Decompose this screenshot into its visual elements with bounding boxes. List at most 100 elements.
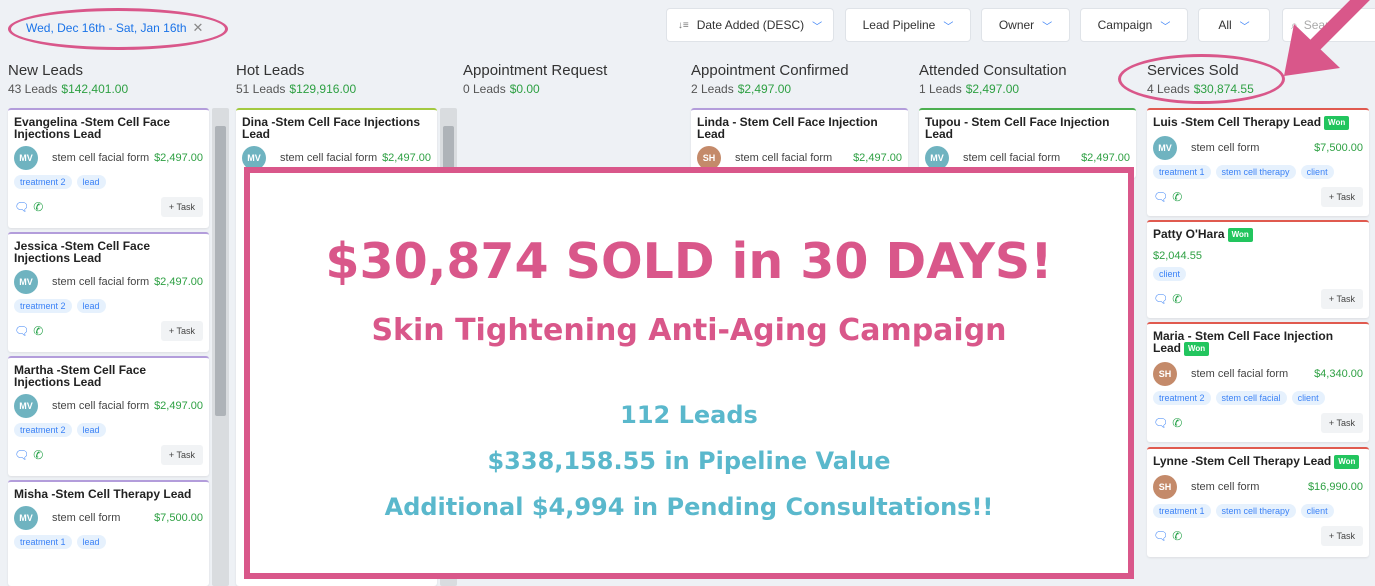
- tag[interactable]: treatment 1: [14, 535, 72, 549]
- phone-icon[interactable]: ✆: [33, 324, 44, 338]
- lead-value: $2,497.00: [853, 152, 902, 164]
- add-task-button[interactable]: + Task: [1320, 187, 1363, 207]
- column-header-hot-leads: Hot Leads 51 Leads $129,916.00: [236, 62, 356, 96]
- tag[interactable]: client: [1153, 267, 1187, 281]
- chevron-down-icon: ﹀: [1160, 21, 1171, 33]
- lead-value: $2,497.00: [1081, 152, 1130, 164]
- avatar: MV: [1153, 136, 1177, 160]
- lead-card[interactable]: Maria - Stem Cell Face Injection Lead Won…: [1147, 322, 1369, 442]
- filter-bar: Wed, Dec 16th - Sat, Jan 16th ✕ ↓≡ Date …: [0, 0, 1375, 76]
- lead-card[interactable]: Linda - Stem Cell Face Injection Lead SH…: [691, 108, 908, 178]
- lead-card[interactable]: Misha -Stem Cell Therapy Lead MV stem ce…: [8, 480, 209, 586]
- lead-card[interactable]: Luis -Stem Cell Therapy Lead Won MV stem …: [1147, 108, 1369, 216]
- tag[interactable]: stem cell facial: [1215, 391, 1287, 405]
- tag[interactable]: client: [1300, 165, 1334, 179]
- phone-icon[interactable]: ✆: [1172, 190, 1183, 204]
- phone-icon[interactable]: ✆: [33, 448, 44, 462]
- promo-subheadline: Skin Tightening Anti-Aging Campaign: [371, 313, 1007, 348]
- phone-icon[interactable]: ✆: [1172, 529, 1183, 543]
- column-value: $0.00: [509, 82, 540, 96]
- tag[interactable]: client: [1300, 504, 1334, 518]
- add-task-button[interactable]: + Task: [1320, 413, 1363, 433]
- promo-headline: $30,874 SOLD in 30 DAYS!: [325, 233, 1053, 290]
- chat-icon[interactable]: 🗨: [14, 200, 30, 214]
- lead-title: Martha -Stem Cell Face Injections Lead: [14, 363, 147, 389]
- scrollbar-thumb[interactable]: [215, 126, 226, 416]
- tag[interactable]: treatment 2: [1153, 391, 1211, 405]
- lead-card[interactable]: Tupou - Stem Cell Face Injection Lead MV…: [919, 108, 1136, 178]
- lead-card[interactable]: Lynne -Stem Cell Therapy Lead Won SH stem…: [1147, 447, 1369, 557]
- chat-icon[interactable]: 🗨: [14, 448, 30, 462]
- sort-icon: ↓≡: [677, 19, 689, 31]
- lead-card[interactable]: Patty O'Hara Won $2,044.55 client 🗨 ✆ + Ta…: [1147, 220, 1369, 318]
- tag[interactable]: stem cell therapy: [1215, 504, 1296, 518]
- phone-icon[interactable]: ✆: [33, 200, 44, 214]
- lead-title: Evangelina -Stem Cell Face Injections Le…: [14, 115, 171, 141]
- promo-overlay: $30,874 SOLD in 30 DAYS! Skin Tightening…: [244, 167, 1134, 579]
- add-task-button[interactable]: + Task: [1320, 289, 1363, 309]
- chevron-down-icon: ﹀: [1042, 21, 1053, 33]
- column-title: Attended Consultation: [919, 62, 1067, 79]
- tag[interactable]: treatment 1: [1153, 165, 1211, 179]
- add-task-button[interactable]: + Task: [160, 445, 203, 465]
- lead-value: $2,497.00: [154, 152, 203, 164]
- column-header-appointment-confirmed: Appointment Confirmed 2 Leads $2,497.00: [691, 62, 849, 96]
- status-dropdown[interactable]: All ﹀: [1198, 8, 1270, 42]
- chevron-down-icon: ﹀: [1239, 21, 1250, 33]
- tag[interactable]: lead: [76, 535, 106, 549]
- column-title: New Leads: [8, 62, 84, 79]
- chat-icon[interactable]: 🗨: [1153, 190, 1169, 204]
- scrollbar[interactable]: [212, 108, 229, 586]
- pointer-arrow-icon: [1284, 0, 1370, 76]
- tag[interactable]: treatment 1: [1153, 504, 1211, 518]
- tag[interactable]: treatment 2: [14, 423, 72, 437]
- add-task-button[interactable]: + Task: [160, 321, 203, 341]
- lead-value: $2,497.00: [154, 400, 203, 412]
- add-task-button[interactable]: + Task: [1320, 526, 1363, 546]
- tag[interactable]: lead: [76, 299, 106, 313]
- lead-card[interactable]: Evangelina -Stem Cell Face Injections Le…: [8, 108, 209, 228]
- tag[interactable]: lead: [76, 175, 106, 189]
- pipeline-dropdown[interactable]: Lead Pipeline ﹀: [845, 8, 971, 42]
- form-name: stem cell facial form: [52, 276, 150, 288]
- lead-title: Jessica -Stem Cell Face Injections Lead: [14, 239, 151, 265]
- campaign-dropdown[interactable]: Campaign ﹀: [1080, 8, 1188, 42]
- avatar: SH: [697, 146, 721, 170]
- campaign-label: Campaign: [1097, 18, 1153, 32]
- chat-icon[interactable]: 🗨: [1153, 529, 1169, 543]
- lead-title: Dina -Stem Cell Face Injections Lead: [242, 115, 421, 141]
- column-header-new-leads: New Leads 43 Leads $142,401.00: [8, 62, 128, 96]
- lead-value: $7,500.00: [1314, 142, 1363, 154]
- chevron-down-icon: ﹀: [943, 21, 954, 33]
- promo-pending: Additional $4,994 in Pending Consultatio…: [384, 493, 994, 521]
- phone-icon[interactable]: ✆: [1172, 292, 1183, 306]
- promo-pipeline-value: $338,158.55 in Pipeline Value: [487, 447, 891, 475]
- add-task-button[interactable]: + Task: [160, 197, 203, 217]
- form-name: stem cell form: [1191, 481, 1260, 493]
- highlight-oval: [1118, 54, 1285, 104]
- tag[interactable]: treatment 2: [14, 175, 72, 189]
- chat-icon[interactable]: 🗨: [1153, 416, 1169, 430]
- owner-dropdown[interactable]: Owner ﹀: [981, 8, 1070, 42]
- form-name: stem cell form: [52, 512, 121, 524]
- chat-icon[interactable]: 🗨: [1153, 292, 1169, 306]
- lead-value: $16,990.00: [1307, 481, 1363, 493]
- avatar: MV: [925, 146, 949, 170]
- avatar: MV: [242, 146, 266, 170]
- lead-card[interactable]: Jessica -Stem Cell Face Injections Lead …: [8, 232, 209, 352]
- lead-title: Patty O'Hara: [1153, 227, 1225, 242]
- won-badge: Won: [1324, 116, 1350, 130]
- sort-dropdown[interactable]: ↓≡ Date Added (DESC) ﹀: [666, 8, 834, 42]
- phone-icon[interactable]: ✆: [1172, 416, 1183, 430]
- tag[interactable]: lead: [76, 423, 106, 437]
- lead-count: 43 Leads: [8, 82, 58, 96]
- column-value: $2,497.00: [965, 82, 1020, 96]
- lead-card[interactable]: Martha -Stem Cell Face Injections Lead M…: [8, 356, 209, 476]
- tag[interactable]: client: [1291, 391, 1325, 405]
- lead-count: 0 Leads: [463, 82, 506, 96]
- tag[interactable]: treatment 2: [14, 299, 72, 313]
- won-badge: Won: [1227, 228, 1253, 242]
- avatar: MV: [14, 506, 38, 530]
- chat-icon[interactable]: 🗨: [14, 324, 30, 338]
- tag[interactable]: stem cell therapy: [1215, 165, 1296, 179]
